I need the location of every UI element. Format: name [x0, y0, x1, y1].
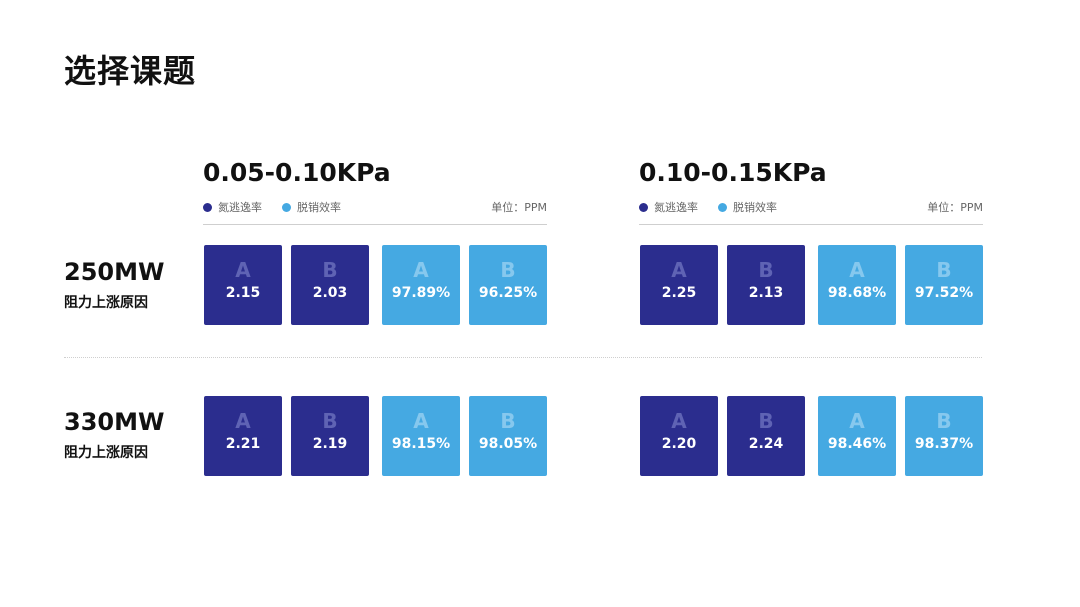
legend-label-dark: 氮逃逸率 [654, 201, 698, 214]
tile-letter: B [936, 258, 952, 282]
tile-letter: B [500, 258, 516, 282]
tile-value: 98.05% [478, 436, 538, 452]
tile-value: 2.19 [312, 436, 348, 452]
legend-item-light: 脱销效率 [718, 199, 777, 215]
tile-value: 98.37% [914, 436, 974, 452]
header-divider [203, 224, 547, 225]
tile-value: 96.25% [478, 285, 538, 301]
tile-value: 2.24 [748, 436, 784, 452]
tile-330mw-g1-a-dark: A 2.21 [204, 396, 282, 476]
tile-value: 97.89% [391, 285, 451, 301]
tile-250mw-g2-a-light: A 98.68% [818, 245, 896, 325]
tile-letter: A [235, 409, 251, 433]
tile-250mw-g2-a-dark: A 2.25 [640, 245, 718, 325]
tile-value: 2.20 [661, 436, 697, 452]
legend-dot-light-icon [282, 202, 291, 212]
tile-letter: B [758, 409, 774, 433]
row-label-330mw: 330MW 阻力上涨原因 [64, 408, 164, 462]
tile-value: 98.15% [391, 436, 451, 452]
tile-letter: B [322, 258, 338, 282]
tile-value: 98.68% [827, 285, 887, 301]
tile-250mw-g1-a-light: A 97.89% [382, 245, 460, 325]
tile-letter: A [671, 258, 687, 282]
header-divider [639, 224, 983, 225]
pressure-range-label: 0.10-0.15KPa [639, 158, 827, 187]
tile-250mw-g1-b-light: B 96.25% [469, 245, 547, 325]
page-title: 选择课题 [64, 52, 197, 90]
tile-letter: A [413, 409, 429, 433]
tile-value: 2.15 [225, 285, 261, 301]
power-label: 330MW [64, 408, 165, 436]
cause-label: 阻力上涨原因 [64, 445, 148, 461]
tile-250mw-g1-a-dark: A 2.15 [204, 245, 282, 325]
tile-letter: A [849, 409, 865, 433]
tile-letter: A [235, 258, 251, 282]
legend: 氮逃逸率 脱销效率 单位：PPM [203, 199, 547, 215]
tile-330mw-g2-b-light: B 98.37% [905, 396, 983, 476]
tile-value: 2.21 [225, 436, 261, 452]
legend-label-light: 脱销效率 [733, 201, 777, 214]
tile-330mw-g2-a-light: A 98.46% [818, 396, 896, 476]
legend-item-light: 脱销效率 [282, 199, 341, 215]
legend-label-light: 脱销效率 [297, 201, 341, 214]
row-label-250mw: 250MW 阻力上涨原因 [64, 258, 164, 312]
tile-letter: B [758, 258, 774, 282]
tile-letter: A [849, 258, 865, 282]
tile-value: 2.03 [312, 285, 348, 301]
tile-250mw-g2-b-dark: B 2.13 [727, 245, 805, 325]
legend: 氮逃逸率 脱销效率 单位：PPM [639, 199, 983, 215]
unit-label: 单位：PPM [927, 201, 983, 214]
group-header-2: 0.10-0.15KPa 氮逃逸率 脱销效率 单位：PPM [639, 158, 983, 225]
tile-330mw-g2-a-dark: A 2.20 [640, 396, 718, 476]
tile-330mw-g1-a-light: A 98.15% [382, 396, 460, 476]
tile-330mw-g2-b-dark: B 2.24 [727, 396, 805, 476]
legend-label-dark: 氮逃逸率 [218, 201, 262, 214]
power-label: 250MW [64, 258, 165, 286]
tile-letter: B [322, 409, 338, 433]
legend-dot-light-icon [718, 202, 727, 212]
group-header-1: 0.05-0.10KPa 氮逃逸率 脱销效率 单位：PPM [203, 158, 547, 225]
cause-label: 阻力上涨原因 [64, 295, 148, 311]
legend-item-dark: 氮逃逸率 [639, 199, 698, 215]
tile-330mw-g1-b-dark: B 2.19 [291, 396, 369, 476]
tile-letter: A [671, 409, 687, 433]
tile-330mw-g1-b-light: B 98.05% [469, 396, 547, 476]
tile-letter: A [413, 258, 429, 282]
unit-label: 单位：PPM [491, 201, 547, 214]
tile-value: 98.46% [827, 436, 887, 452]
tile-value: 2.25 [661, 285, 697, 301]
tile-value: 2.13 [748, 285, 784, 301]
legend-item-dark: 氮逃逸率 [203, 199, 262, 215]
legend-dot-dark-icon [203, 202, 212, 212]
tile-250mw-g1-b-dark: B 2.03 [291, 245, 369, 325]
tile-letter: B [500, 409, 516, 433]
tile-value: 97.52% [914, 285, 974, 301]
row-divider [64, 357, 982, 358]
pressure-range-label: 0.05-0.10KPa [203, 158, 391, 187]
tile-250mw-g2-b-light: B 97.52% [905, 245, 983, 325]
tile-letter: B [936, 409, 952, 433]
legend-dot-dark-icon [639, 202, 648, 212]
